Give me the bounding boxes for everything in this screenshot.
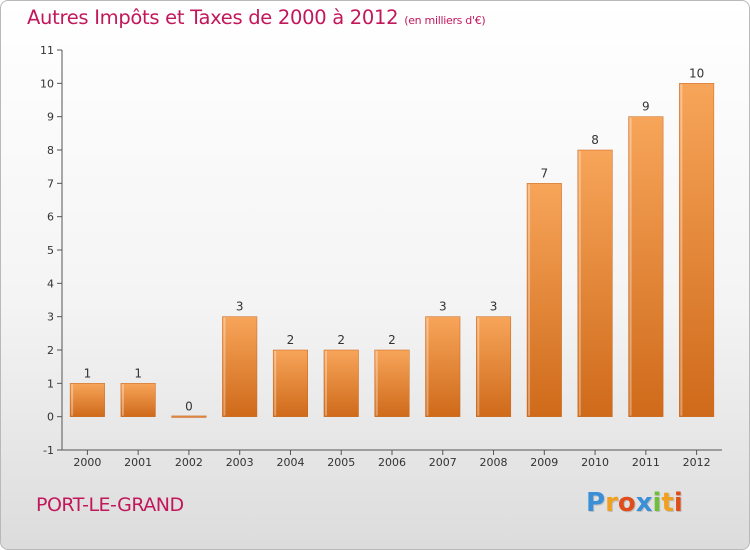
bar [222, 316, 258, 417]
bar [679, 83, 715, 417]
x-tick-label: 2003 [226, 456, 254, 469]
bar [628, 116, 664, 417]
bar-value-label: 1 [84, 366, 92, 380]
bar-value-label: 10 [689, 66, 704, 80]
bar-highlight [680, 84, 683, 416]
brand-letter: i [652, 488, 662, 518]
bar-highlight [324, 351, 327, 416]
bar [526, 183, 562, 417]
bar-highlight [477, 317, 480, 416]
bar-highlight [223, 317, 226, 416]
bar [69, 383, 105, 417]
bar [171, 415, 207, 418]
bar [120, 383, 156, 417]
y-tick-label: 10 [40, 77, 54, 90]
bar [577, 149, 613, 417]
bar [323, 349, 359, 417]
x-tick-label: 2007 [429, 456, 457, 469]
bar-value-label: 3 [236, 300, 244, 314]
y-tick-label: 4 [47, 277, 54, 290]
chart-title: Autres Impôts et Taxes de 2000 à 2012 [27, 6, 399, 29]
brand-letter: r [605, 488, 618, 518]
y-tick-label: 3 [47, 311, 54, 324]
chart-subtitle: (en milliers d'€) [404, 14, 486, 27]
bar-highlight [375, 351, 378, 416]
place-name: PORT-LE-GRAND [36, 494, 184, 516]
x-tick-label: 2005 [327, 456, 355, 469]
bar-value-label: 7 [540, 166, 548, 180]
brand-letter: i [673, 488, 683, 518]
y-tick-label: -1 [43, 444, 54, 457]
bar-value-label: 3 [490, 300, 498, 314]
bar-highlight [528, 184, 531, 416]
x-tick-label: 2011 [632, 456, 660, 469]
bar-value-label: 2 [287, 333, 295, 347]
y-tick-label: 1 [47, 377, 54, 390]
x-tick-label: 2006 [378, 456, 406, 469]
bar-value-label: 9 [642, 100, 650, 114]
bar [476, 316, 512, 417]
y-tick-label: 8 [47, 144, 54, 157]
brand-letter: P [586, 488, 606, 518]
brand-logo: Proxiti [586, 488, 683, 518]
y-tick-label: 5 [47, 244, 54, 257]
x-tick-label: 2000 [73, 456, 101, 469]
y-tick-label: 9 [47, 111, 54, 124]
bar-highlight [71, 384, 74, 416]
x-tick-label: 2001 [124, 456, 152, 469]
bar-value-label: 2 [388, 333, 396, 347]
y-tick-label: 11 [40, 44, 54, 57]
bar-value-label: 8 [591, 133, 599, 147]
bars [69, 83, 715, 418]
y-tick-label: 2 [47, 344, 54, 357]
x-tick-label: 2010 [581, 456, 609, 469]
bar-value-label: 0 [185, 400, 193, 414]
brand-letter: o [617, 488, 636, 518]
bar [272, 349, 308, 417]
bar-value-label: 1 [134, 366, 142, 380]
y-tick-label: 6 [47, 211, 54, 224]
bar-highlight [578, 151, 581, 416]
brand-letter: x [635, 488, 653, 518]
x-tick-label: 2002 [175, 456, 203, 469]
y-tick-label: 7 [47, 177, 54, 190]
bar-highlight [629, 117, 632, 416]
brand-letter: t [661, 488, 674, 518]
bar-value-label: 3 [439, 300, 447, 314]
y-tick-label: 0 [47, 411, 54, 424]
chart-title-block: Autres Impôts et Taxes de 2000 à 2012 (en… [27, 6, 486, 29]
x-tick-label: 2009 [530, 456, 558, 469]
bar-highlight [426, 317, 429, 416]
bar-highlight [121, 384, 124, 416]
bar-highlight [274, 351, 277, 416]
bar [425, 316, 461, 417]
bar-value-label: 2 [337, 333, 345, 347]
x-tick-label: 2004 [276, 456, 304, 469]
x-tick-label: 2008 [480, 456, 508, 469]
x-tick-label: 2012 [683, 456, 711, 469]
bar [374, 349, 410, 417]
